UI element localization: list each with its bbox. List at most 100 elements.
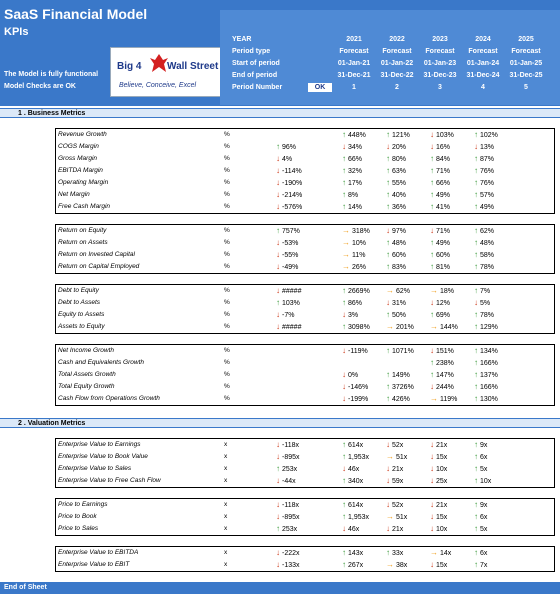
metric-value: 11% bbox=[352, 252, 366, 259]
period-value: Forecast bbox=[468, 48, 498, 55]
metric-value: -146% bbox=[348, 384, 369, 391]
metric-value: 9x bbox=[480, 502, 488, 509]
metric-row: Free Cash Margin% ↓ -576% ↑ 14% ↑ 36% ↑ 41% ↑ 49% bbox=[56, 201, 554, 213]
arrow-up-icon: ↑ bbox=[386, 250, 390, 259]
metric-row: Enterprise Value to EBITDA x ↓ -222x ↑ 143x ↑ 3… bbox=[56, 547, 554, 559]
arrow-up-icon: ↑ bbox=[474, 322, 478, 331]
section-header: 1 . Business Metrics bbox=[0, 108, 560, 118]
metric-cell: ↓ -222x bbox=[276, 549, 320, 558]
metric-cell: ↑ 8% bbox=[342, 191, 386, 200]
arrow-up-icon: ↑ bbox=[430, 178, 434, 187]
metric-cell: → 144% bbox=[430, 323, 474, 332]
metric-cell: ↑ 149% bbox=[386, 371, 430, 380]
metric-cell: ↑ 3726% bbox=[386, 383, 430, 392]
metric-value: 60% bbox=[436, 252, 451, 259]
arrow-right-icon: → bbox=[386, 286, 394, 295]
metric-value: 76% bbox=[480, 180, 495, 187]
arrow-up-icon: ↑ bbox=[386, 178, 390, 187]
period-label: End of period bbox=[232, 72, 278, 79]
arrow-up-icon: ↑ bbox=[342, 500, 346, 509]
metric-cell: ↓ 3% bbox=[342, 311, 386, 320]
metric-cell: ↓ 21x bbox=[430, 441, 474, 450]
metric-unit: % bbox=[224, 131, 230, 138]
arrow-right-icon: → bbox=[430, 286, 438, 295]
metric-label: Assets to Equity bbox=[58, 323, 105, 330]
metric-value: 103% bbox=[282, 300, 300, 307]
metric-unit: % bbox=[224, 203, 230, 210]
metric-cell: ↑ 87% bbox=[474, 155, 518, 164]
metric-value: 144% bbox=[440, 324, 458, 331]
arrow-down-icon: ↓ bbox=[474, 298, 478, 307]
arrow-up-icon: ↑ bbox=[386, 262, 390, 271]
arrow-up-icon: ↑ bbox=[276, 524, 280, 533]
arrow-down-icon: ↓ bbox=[276, 310, 280, 319]
metric-cell: ↓ 46x bbox=[342, 525, 386, 534]
metric-value: -118x bbox=[282, 502, 299, 509]
metric-cell: ↓ 12% bbox=[430, 299, 474, 308]
metric-cell: → 51x bbox=[386, 513, 430, 522]
metric-cell: ↑ 66% bbox=[342, 155, 386, 164]
metric-cell: ↓ -118x bbox=[276, 501, 320, 510]
metric-cell: ↑ 129% bbox=[474, 323, 518, 332]
metric-cell: ↓ -114% bbox=[276, 167, 320, 176]
arrow-down-icon: ↓ bbox=[276, 202, 280, 211]
metric-value: 15x bbox=[436, 454, 448, 461]
metric-cell: ↑ 36% bbox=[386, 203, 430, 212]
arrow-down-icon: ↓ bbox=[386, 464, 390, 473]
metric-cell: ↑ 1071% bbox=[386, 347, 430, 356]
arrow-down-icon: ↓ bbox=[430, 130, 434, 139]
metric-unit: x bbox=[224, 453, 228, 460]
metric-value: 21x bbox=[436, 442, 448, 449]
metric-cell: ↓ -49% bbox=[276, 263, 320, 272]
section-header: 2 . Valuation Metrics bbox=[0, 418, 560, 428]
period-value: 31-Dec-22 bbox=[380, 72, 414, 79]
arrow-right-icon: → bbox=[342, 238, 350, 247]
arrow-up-icon: ↑ bbox=[474, 202, 478, 211]
arrow-up-icon: ↑ bbox=[474, 370, 478, 379]
metric-row: Assets to Equity% ↓ ##### ↑ 3098% → 201% → 144% ↑… bbox=[56, 321, 554, 333]
arrow-up-icon: ↑ bbox=[430, 190, 434, 199]
metric-value: 86% bbox=[348, 300, 363, 307]
metric-unit: % bbox=[224, 263, 230, 270]
metric-cell: ↓ 13% bbox=[474, 143, 518, 152]
metric-unit: % bbox=[224, 395, 230, 402]
metric-cell: ↓ 21x bbox=[386, 525, 430, 534]
metric-value: 63% bbox=[392, 168, 407, 175]
metric-row: Cash and Equivalents Growth% ↑ 238% ↑ 166% bbox=[56, 357, 554, 369]
metric-cell: ↓ -895x bbox=[276, 513, 320, 522]
metric-cell: ↓ 0% bbox=[342, 371, 386, 380]
arrow-down-icon: ↓ bbox=[342, 346, 346, 355]
model-status: The Model is fully functional Model Chec… bbox=[4, 69, 116, 93]
arrow-up-icon: ↑ bbox=[474, 524, 478, 533]
metric-cell: ↑ 102% bbox=[474, 131, 518, 140]
arrow-right-icon: → bbox=[430, 548, 438, 557]
metric-value: 96% bbox=[282, 144, 297, 151]
metric-cell: ↑ 253x bbox=[276, 465, 320, 474]
metric-cell: ↑ 1,953x bbox=[342, 513, 386, 522]
arrow-up-icon: ↑ bbox=[386, 166, 390, 175]
arrow-up-icon: ↑ bbox=[474, 440, 478, 449]
metric-unit: % bbox=[224, 347, 230, 354]
arrow-down-icon: ↓ bbox=[386, 142, 390, 151]
metric-cell: ↓ -44x bbox=[276, 477, 320, 486]
metric-value: 238% bbox=[436, 360, 454, 367]
metric-value: 149% bbox=[392, 372, 410, 379]
metric-cell: ↓ 46x bbox=[342, 465, 386, 474]
metric-cell: ↑ 63% bbox=[386, 167, 430, 176]
metric-group: Enterprise Value to EBITDA x ↓ -222x ↑ 143x ↑ 3… bbox=[55, 546, 555, 572]
metric-value: 0% bbox=[348, 372, 359, 379]
ok-button[interactable]: OK bbox=[308, 83, 332, 92]
metric-label: Revenue Growth bbox=[58, 131, 107, 138]
metric-unit: % bbox=[224, 227, 230, 234]
metric-value: 66% bbox=[436, 180, 451, 187]
metric-value: 60% bbox=[392, 252, 407, 259]
metric-cell: ↑ 6x bbox=[474, 453, 518, 462]
metric-value: 6x bbox=[480, 550, 488, 557]
metric-cell: ↑ 80% bbox=[386, 155, 430, 164]
metric-cell: ↓ ##### bbox=[276, 287, 320, 296]
metric-unit: % bbox=[224, 179, 230, 186]
metric-cell: ↓ 244% bbox=[430, 383, 474, 392]
metric-label: Total Equity Growth bbox=[58, 383, 115, 390]
metric-label: Enterprise Value to Earnings bbox=[58, 441, 141, 448]
metric-value: 49% bbox=[436, 192, 451, 199]
